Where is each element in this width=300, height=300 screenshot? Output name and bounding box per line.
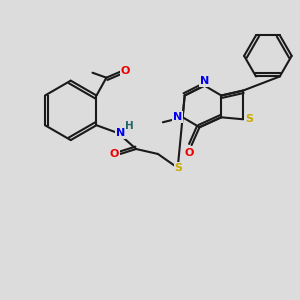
Text: O: O <box>121 66 130 76</box>
Text: S: S <box>245 114 253 124</box>
Text: O: O <box>185 148 194 158</box>
Text: N: N <box>200 76 209 85</box>
Text: N: N <box>173 112 182 122</box>
Text: H: H <box>125 121 134 131</box>
Text: O: O <box>110 149 119 159</box>
Text: N: N <box>116 128 125 138</box>
Text: S: S <box>175 163 183 173</box>
